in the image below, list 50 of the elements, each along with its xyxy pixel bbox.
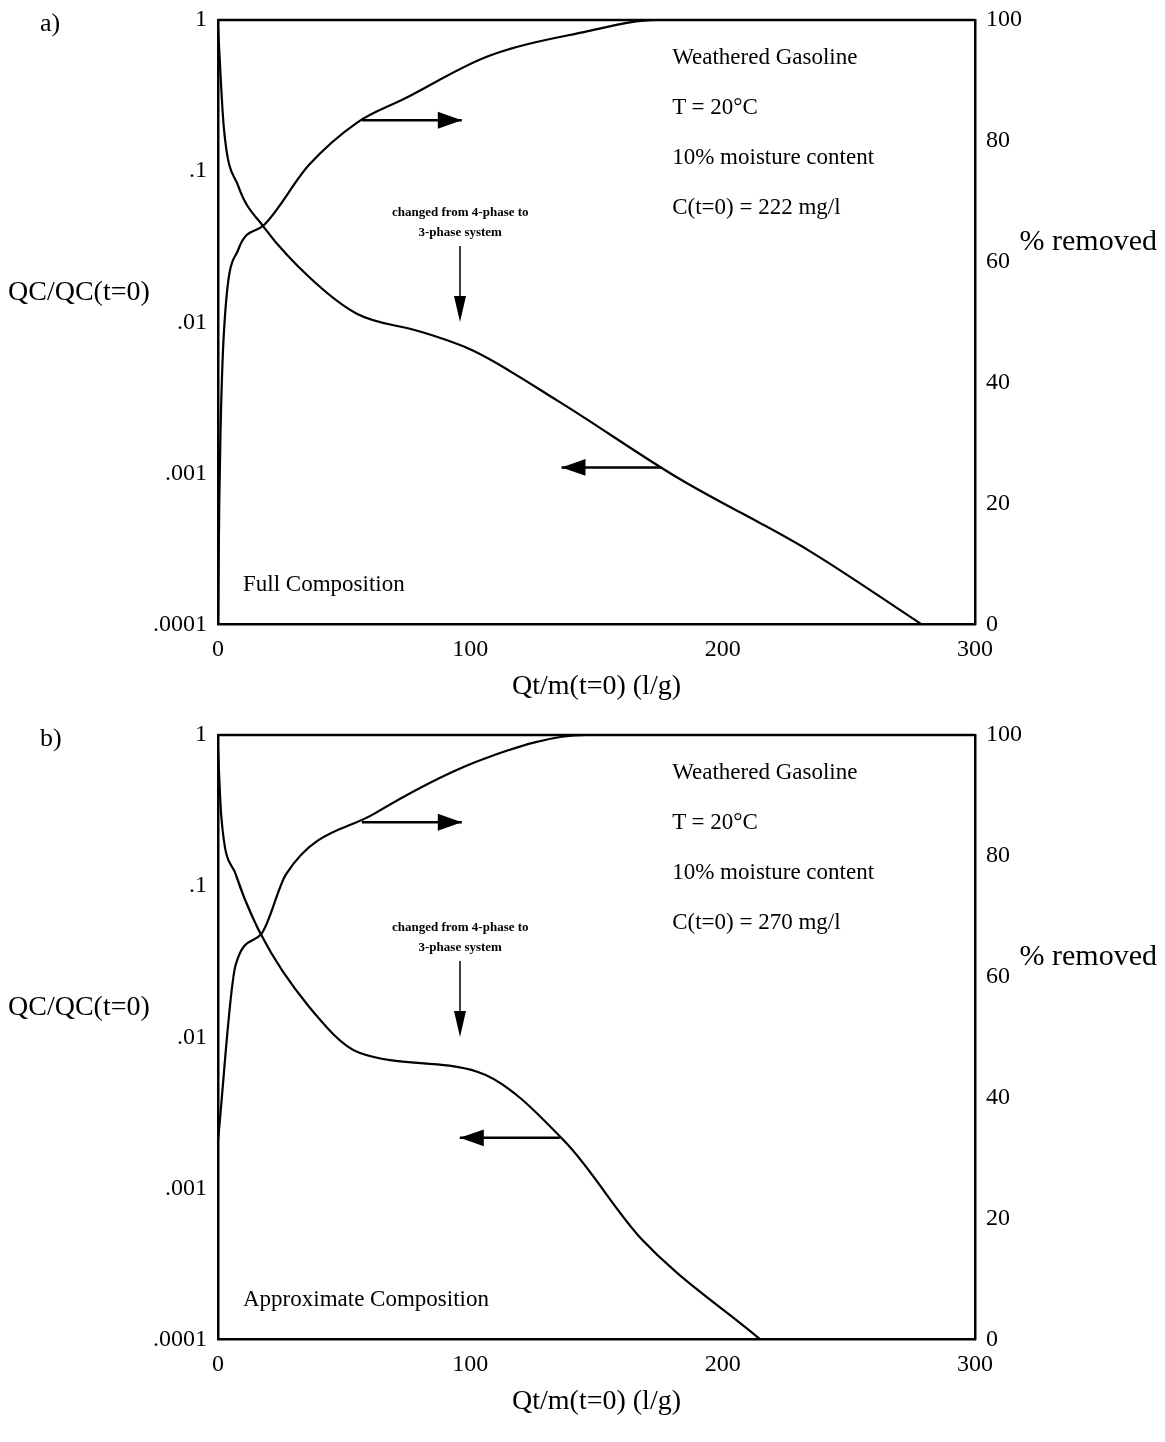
y2-tick-label: 40 (986, 1083, 1010, 1110)
annotation: C(t=0) = 222 mg/l (672, 194, 841, 220)
y2-tick-label: 0 (986, 1324, 998, 1351)
y-tick-label: 1 (195, 720, 207, 747)
x-axis-title: Qt/m(t=0) (l/g) (512, 668, 681, 700)
y-tick-label: 1 (195, 5, 207, 32)
y-axis-title: QC/QC(t=0) (8, 274, 150, 306)
annotation: Full Composition (243, 570, 406, 596)
y-tick-label: .1 (189, 156, 207, 183)
annotation: T = 20°C (672, 809, 758, 835)
x-tick-label: 300 (957, 635, 993, 662)
annotation: Weathered Gasoline (672, 44, 858, 70)
annotation: 10% moisture content (672, 859, 875, 885)
annotation: changed from 4-phase to 3-phase system (391, 918, 529, 954)
y2-axis-title: % removed (1019, 938, 1157, 972)
x-tick-label: 0 (212, 1350, 224, 1377)
annotation: Approximate Composition (243, 1285, 490, 1311)
x-tick-label: 100 (452, 1350, 489, 1377)
annotation: C(t=0) = 270 mg/l (672, 909, 841, 935)
y2-tick-label: 60 (986, 962, 1010, 989)
y2-axis-title: % removed (1019, 223, 1157, 257)
y2-tick-label: 80 (986, 841, 1010, 868)
y-tick-label: .001 (165, 1173, 207, 1200)
y-axis-title: QC/QC(t=0) (8, 989, 150, 1021)
annotation: Weathered Gasoline (672, 759, 858, 785)
x-tick-label: 300 (957, 1350, 993, 1377)
x-tick-label: 200 (704, 1350, 741, 1377)
x-tick-label: 0 (212, 635, 224, 662)
annotation: 10% moisture content (672, 144, 875, 170)
y2-tick-label: 40 (986, 368, 1010, 395)
chart-title: a) (40, 7, 61, 37)
y-tick-label: .001 (165, 458, 207, 485)
y2-tick-label: 100 (986, 720, 1022, 747)
y-tick-label: .01 (177, 307, 207, 334)
y2-tick-label: 0 (986, 609, 998, 636)
x-axis-title: Qt/m(t=0) (l/g) (512, 1383, 681, 1415)
y-tick-label: .0001 (153, 609, 207, 636)
chart-title: b) (40, 722, 62, 752)
y2-tick-label: 100 (986, 5, 1022, 32)
x-tick-label: 200 (704, 635, 741, 662)
y-tick-label: .01 (177, 1022, 207, 1049)
y-tick-label: .1 (189, 871, 207, 898)
y-tick-label: .0001 (153, 1324, 207, 1351)
y2-tick-label: 60 (986, 247, 1010, 274)
y2-tick-label: 20 (986, 488, 1010, 515)
annotation: T = 20°C (672, 94, 758, 120)
x-tick-label: 100 (452, 635, 489, 662)
annotation: changed from 4-phase to 3-phase system (391, 203, 529, 239)
y2-tick-label: 20 (986, 1203, 1010, 1230)
y2-tick-label: 80 (986, 126, 1010, 153)
